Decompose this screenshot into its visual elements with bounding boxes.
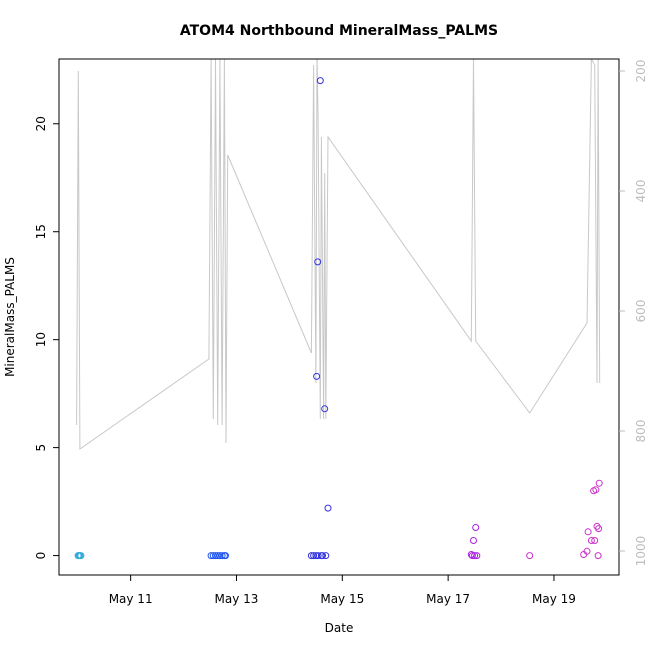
data-point (583, 547, 591, 555)
series-5 (526, 479, 603, 560)
data-point (593, 522, 601, 530)
data-point (595, 525, 603, 533)
y-tick-label: 0 (34, 552, 48, 560)
series-2 (207, 552, 229, 560)
data-point (314, 258, 322, 266)
plot-area (74, 59, 603, 560)
data-point (77, 552, 85, 560)
data-point (307, 552, 315, 560)
y-tick-label: 15 (34, 224, 48, 239)
data-point (468, 552, 476, 560)
data-point (591, 537, 599, 544)
data-point (310, 552, 318, 560)
secondary-line (76, 59, 601, 450)
right-tick-label: 800 (634, 420, 648, 443)
data-point (314, 552, 322, 560)
data-point (594, 552, 602, 560)
right-tick-label: 400 (634, 180, 648, 203)
data-point (584, 528, 592, 536)
right-tick-label: 200 (634, 60, 648, 83)
data-point (319, 552, 326, 560)
data-point (587, 537, 595, 544)
y-axis: 0 5 10 15 20 (34, 116, 59, 559)
x-axis: May 11 May 13 May 15 May 17 May 19 (109, 575, 576, 606)
right-tick-label: 1000 (634, 536, 648, 567)
data-point (212, 552, 219, 560)
data-point (324, 504, 332, 512)
series-4 (467, 524, 481, 560)
data-point (218, 552, 226, 560)
data-point (316, 77, 324, 85)
data-point (209, 552, 217, 560)
data-point (473, 552, 481, 560)
series-1 (74, 552, 85, 560)
x-tick-label: May 19 (532, 592, 576, 606)
x-tick-label: May 15 (320, 592, 364, 606)
x-tick-label: May 11 (109, 592, 153, 606)
y-axis-label: MineralMass_PALMS (3, 257, 17, 377)
y-tick-label: 5 (34, 444, 48, 452)
data-point (592, 486, 600, 494)
right-axis: 200 400 600 800 1000 (619, 60, 648, 567)
x-tick-label: May 13 (215, 592, 259, 606)
plot-frame (58, 58, 620, 576)
data-point (470, 537, 477, 544)
data-point (471, 552, 479, 560)
data-point (526, 552, 534, 560)
data-point (322, 552, 330, 560)
chart-title: ATOM4 Northbound MineralMass_PALMS (180, 23, 498, 39)
y-tick-label: 20 (34, 116, 48, 131)
data-point (207, 552, 215, 560)
data-point (321, 405, 329, 413)
x-axis-label: Date (325, 621, 354, 635)
series-3 (307, 77, 332, 560)
y-tick-label: 10 (34, 332, 48, 347)
data-point (214, 552, 222, 560)
data-point (313, 372, 321, 380)
data-point (595, 479, 603, 487)
data-point (472, 524, 480, 531)
right-tick-label: 600 (634, 300, 648, 323)
x-tick-label: May 17 (426, 592, 470, 606)
data-point (222, 552, 229, 560)
